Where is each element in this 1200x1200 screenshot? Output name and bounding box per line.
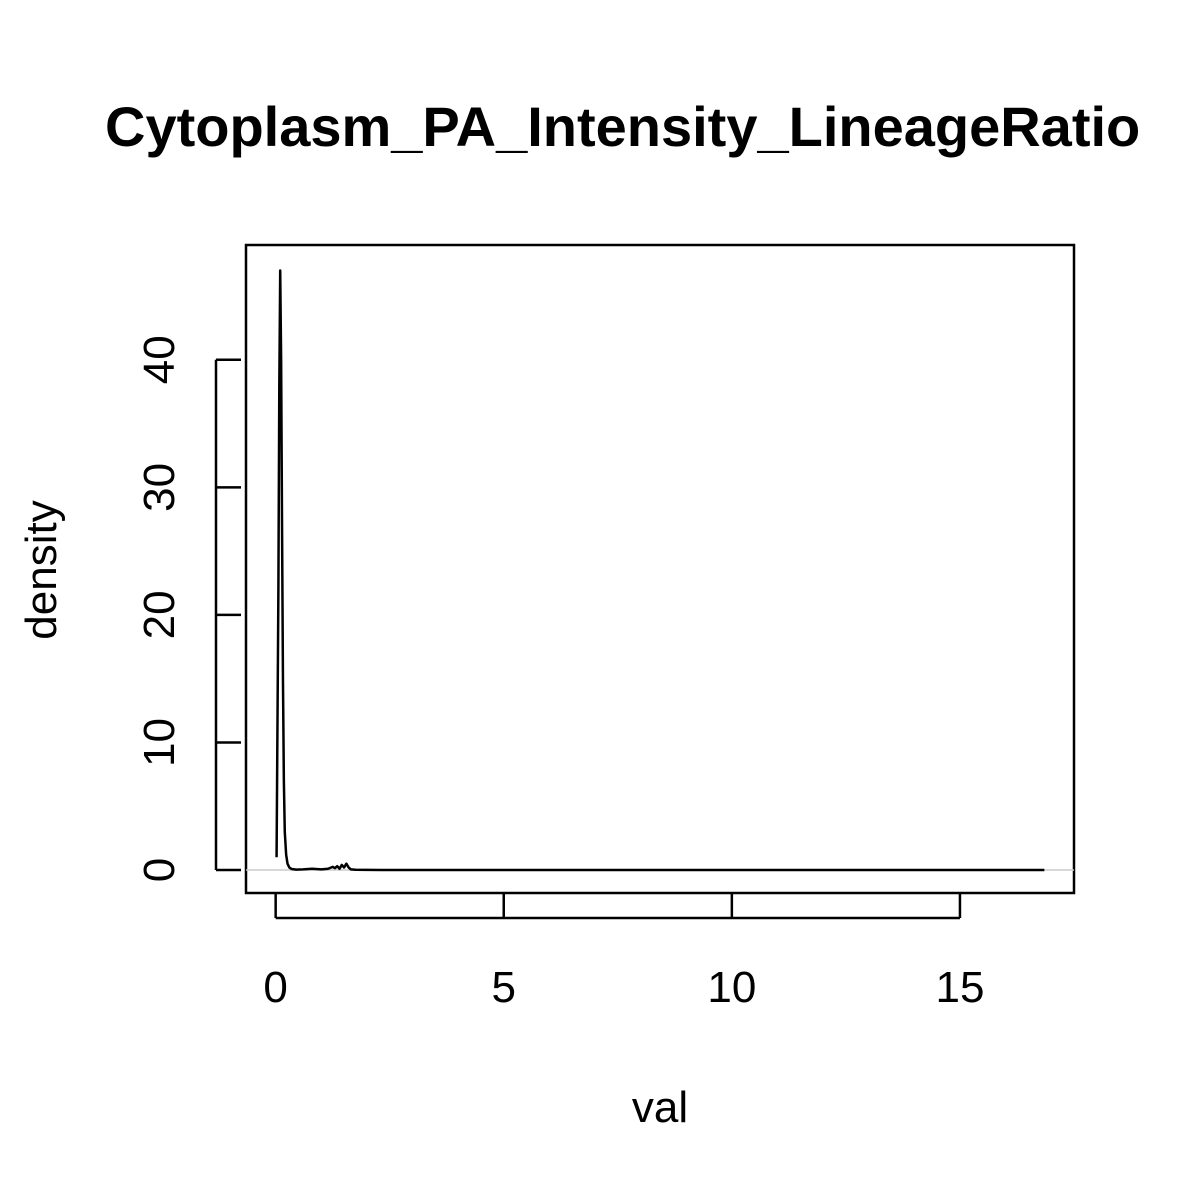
x-tick-label: 10 (707, 963, 756, 1012)
y-tick-label: 30 (135, 463, 184, 512)
y-axis-label: density (17, 500, 66, 639)
y-tick-label: 0 (135, 858, 184, 882)
plot-frame (244, 243, 1076, 895)
y-tick-label: 20 (135, 590, 184, 639)
y-tick-label: 10 (135, 718, 184, 767)
x-tick-label: 5 (492, 963, 516, 1012)
y-axis-ticks: 0 10 20 30 40 (135, 335, 241, 882)
chart-title: Cytoplasm_PA_Intensity_LineageRatio (105, 95, 1140, 158)
density-line (275, 269, 1045, 872)
x-tick-label: 0 (263, 963, 287, 1012)
x-axis-label: val (632, 1083, 688, 1132)
x-axis-ticks: 0 5 10 15 (263, 893, 984, 1012)
x-tick-label: 15 (935, 963, 984, 1012)
y-tick-label: 40 (135, 335, 184, 384)
